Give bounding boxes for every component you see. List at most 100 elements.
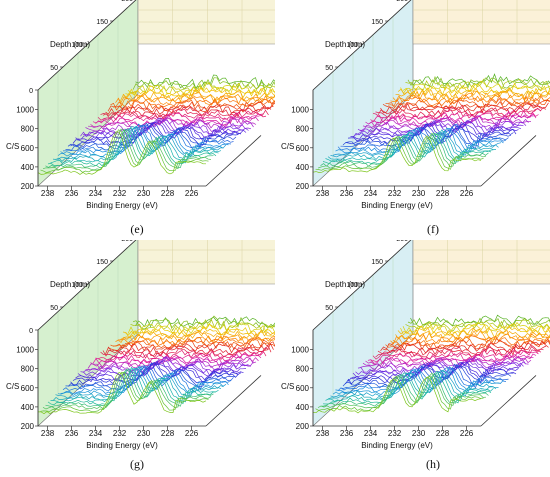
panel-h-chart: 238 236 234 232 230 228 226 Binding Energy (eV)… [281,240,550,450]
spectrum-line [382,339,550,351]
spectrum-line [87,117,257,130]
y-tick-label: 600 [21,144,35,153]
depth-tick-label: 100 [71,42,83,49]
y-tick-label: 200 [296,422,310,431]
x-tick-label: 236 [340,429,354,438]
depth-tick-label: 0 [29,88,33,95]
spectrum-line [112,335,275,348]
depth-tick-label: 150 [371,259,383,266]
x-tick-label: 238 [41,189,55,198]
spectrum-line [50,366,219,403]
spectrum-line [107,101,275,113]
x-axis-title: Binding Energy (eV) [86,441,158,450]
depth-tick-label: 150 [96,19,108,26]
y-axis-title: C/S [281,142,294,151]
spectrum-line [317,132,487,169]
spectrum-line [85,356,254,373]
spectrum-line [332,367,502,396]
x-tick-label: 228 [161,429,175,438]
spectrum-line [60,123,229,156]
spectrum-line [72,360,242,383]
spectrum-line [405,319,550,331]
spectrum-line [92,353,262,366]
spectrum-line [117,330,275,344]
y-tick-label: 400 [296,403,310,412]
spectrum-line [312,135,482,173]
spectrum-line [105,104,274,116]
spectrum-line [87,357,257,370]
panel-h-caption: (h) [426,457,440,471]
spectrum-line [350,361,519,380]
spectrum-line [355,360,524,376]
y-axis-title: C/S [6,142,19,151]
y-tick-label: 1000 [16,346,34,355]
spectrum-line [330,370,499,398]
spectrum-line [65,122,234,151]
spectrum-line [312,376,482,414]
y-tick-label: 400 [296,163,310,172]
spectrum-line [127,322,275,335]
x-tick-label: 234 [364,189,378,198]
x-axis-title: Binding Energy (eV) [361,441,433,450]
floor-edge [480,375,537,427]
spectrum-line [372,348,542,361]
spectrum-line [357,118,527,134]
spectrum-line [60,365,229,394]
spectrum-line [340,124,509,149]
spectrum-line [357,358,527,374]
spectrum-line [340,363,509,389]
spectrum-line [37,131,206,175]
depth-tick-label: 50 [50,65,58,72]
depth-tick-label: 200 [121,240,133,243]
depth-tick-label: 50 [325,65,333,72]
panel-f-chart: 238 236 234 232 230 228 226 Binding Energy (eV)… [281,0,550,210]
panel-f-caption: (f) [427,222,439,236]
spectrum-line [337,368,507,392]
x-axis-title: Binding Energy (eV) [361,201,433,210]
spectrum-line [382,99,550,111]
spectrum-line [45,129,214,168]
y-tick-label: 800 [21,365,35,374]
spectrum-line [387,335,550,346]
y-tick-label: 800 [296,365,310,374]
y-tick-label: 1000 [291,106,309,115]
depth-tick-label: 50 [50,305,58,312]
depth-axis-title: Depth (nm) [50,40,90,49]
spectrum-line [135,316,275,328]
spectrum-line [100,108,269,120]
spectrum-line [70,361,239,386]
x-tick-label: 236 [340,189,354,198]
spectrum-line [395,87,550,100]
x-tick-label: 234 [364,429,378,438]
spectrum-line [380,341,549,354]
depth-axis-title: Depth (nm) [325,280,365,289]
x-tick-label: 236 [65,189,79,198]
spectrum-line [37,371,207,415]
panel-e-chart: 238 236 234 232 230 228 226 Binding Energy (eV)… [6,0,275,210]
y-tick-label: 600 [296,144,310,153]
y-axis-title: C/S [281,382,294,391]
spectrum-line [122,326,275,339]
x-tick-label: 230 [412,189,426,198]
depth-axis-title: Depth (nm) [50,280,90,289]
x-tick-label: 238 [41,429,55,438]
depth-tick-label: 100 [71,282,83,289]
spectrum-line [347,123,517,142]
y-axis-title: C/S [6,382,19,391]
depth-tick-label: 100 [346,282,358,289]
spectrum-line [115,335,275,346]
spectrum-line [127,82,275,96]
spectrum-line [397,325,550,338]
x-tick-label: 230 [137,189,151,198]
x-tick-label: 234 [89,429,103,438]
spectrum-line [115,95,275,107]
spectrum-line [362,355,532,368]
spectrum-line [70,122,239,147]
x-tick-label: 236 [65,429,79,438]
spectrum-line [120,330,275,341]
spectrum-line [365,354,534,367]
depth-tick-label: 0 [29,328,33,335]
spectrum-line [132,315,275,330]
spectrum-line [392,90,550,103]
x-tick-label: 228 [436,429,450,438]
